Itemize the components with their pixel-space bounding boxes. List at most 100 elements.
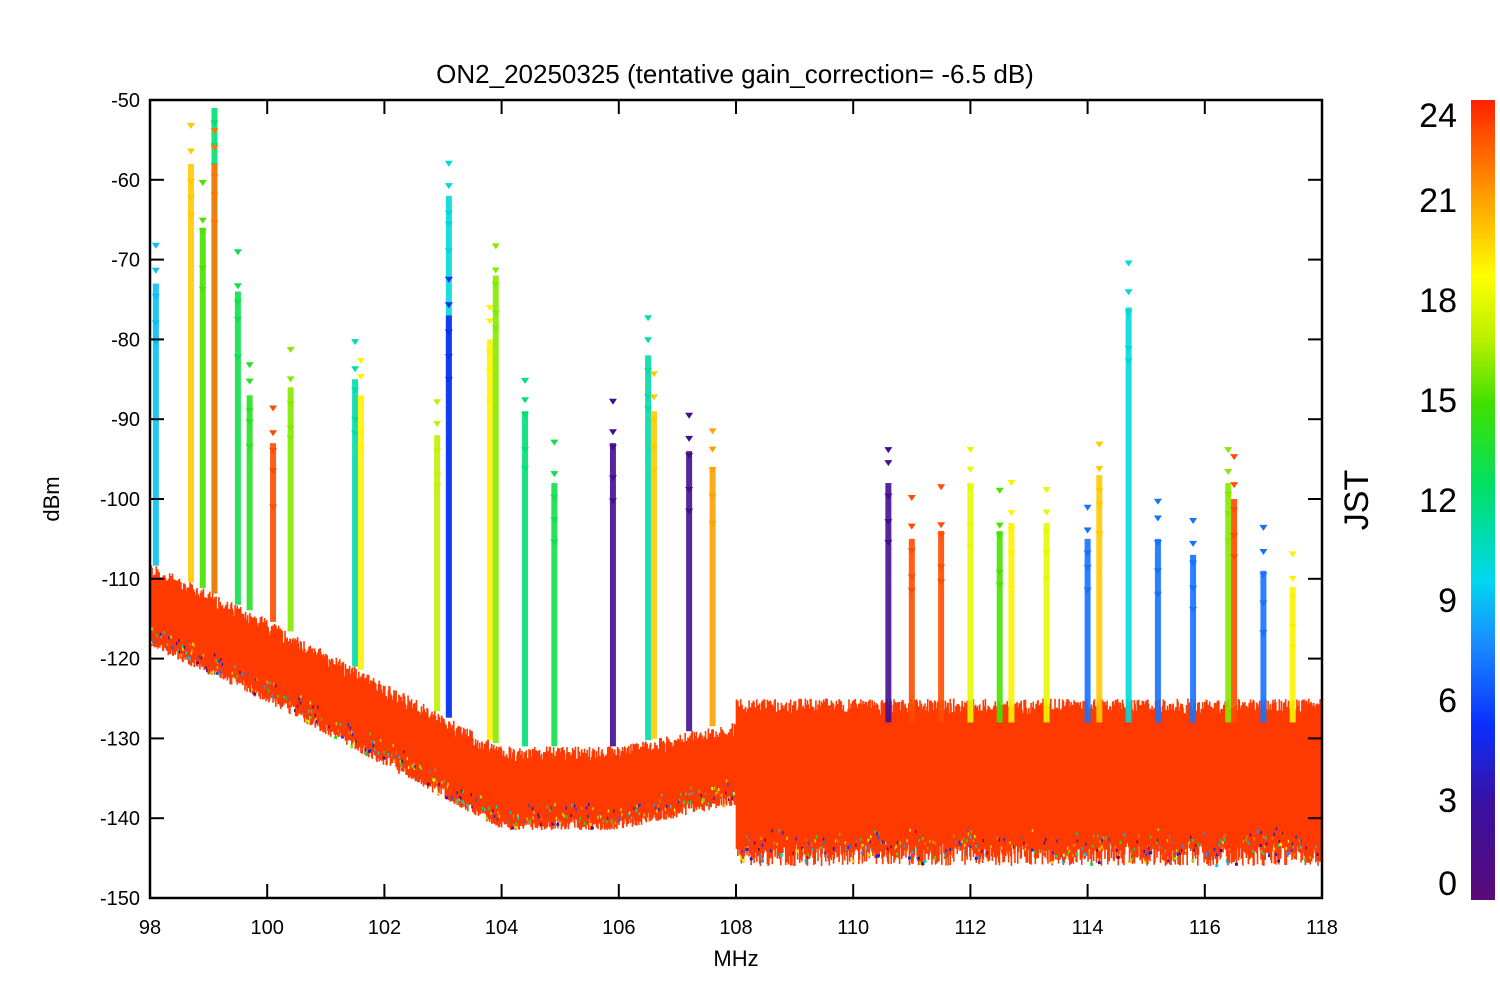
noise-sample xyxy=(860,851,864,855)
peak-column xyxy=(1043,522,1050,723)
peak-column xyxy=(270,443,277,622)
peak-marker xyxy=(356,430,365,437)
noise-sample xyxy=(253,692,257,696)
noise-sample xyxy=(1277,859,1281,863)
peak-marker xyxy=(198,228,207,235)
peak-column xyxy=(246,395,253,611)
peak-marker xyxy=(245,378,254,385)
peak-marker xyxy=(937,484,946,491)
noise-sample xyxy=(334,736,338,740)
peak-marker xyxy=(198,217,207,224)
noise-sample xyxy=(210,671,214,675)
peak-marker xyxy=(907,494,916,501)
peak-marker xyxy=(286,346,295,353)
plot-area xyxy=(150,107,1322,868)
peak-marker xyxy=(937,564,946,571)
peak-marker xyxy=(286,376,295,383)
peak-marker xyxy=(433,399,442,406)
peak-marker xyxy=(187,148,196,155)
peak-marker xyxy=(1083,504,1092,511)
noise-sample xyxy=(1097,861,1101,865)
peak-marker xyxy=(269,448,278,455)
peak-marker xyxy=(356,397,365,404)
peak-marker xyxy=(550,494,559,501)
peak-marker xyxy=(491,310,500,317)
peak-marker xyxy=(210,128,219,135)
peak-marker xyxy=(649,445,658,452)
peak-marker xyxy=(356,446,365,453)
y-axis: -50 -60 -70 -80 -90 -100 -110 -120 -130 -140 -150 xyxy=(100,90,1322,910)
noise-sample xyxy=(1115,848,1119,852)
peak-column xyxy=(1084,538,1091,723)
noise-sample xyxy=(1259,844,1263,848)
peak-marker xyxy=(608,498,617,505)
peak-marker xyxy=(966,466,975,473)
peak-marker xyxy=(1224,469,1233,476)
noise-sample xyxy=(923,859,927,863)
peak-marker xyxy=(884,447,893,454)
peak-column xyxy=(152,283,159,566)
noise-sample xyxy=(758,854,762,858)
peak-marker xyxy=(644,337,653,344)
peak-marker xyxy=(444,376,453,383)
peak-marker xyxy=(995,532,1004,539)
peak-column xyxy=(486,339,493,740)
peak-marker xyxy=(649,416,658,423)
colorbar-label: JST xyxy=(1338,470,1376,530)
peak-marker xyxy=(491,267,500,274)
noise-sample xyxy=(551,822,555,826)
noise-sample xyxy=(1090,862,1094,866)
peak-marker xyxy=(286,401,295,408)
noise-sample xyxy=(1100,845,1104,849)
noise-sample xyxy=(1226,861,1230,865)
peak-marker xyxy=(1095,441,1104,448)
peak-marker xyxy=(608,444,617,451)
peak-column xyxy=(709,467,716,727)
peak-marker xyxy=(1095,501,1104,508)
noise-sample xyxy=(1275,853,1279,857)
peak-marker xyxy=(286,435,295,442)
peak-marker xyxy=(1259,524,1268,531)
colorbar xyxy=(1471,100,1495,900)
peak-marker xyxy=(210,191,219,198)
peak-marker xyxy=(884,539,893,546)
peak-marker xyxy=(286,425,295,432)
noise-band xyxy=(150,565,1322,868)
peak-marker xyxy=(233,299,242,306)
noise-sample xyxy=(820,846,824,850)
peak-marker xyxy=(937,579,946,586)
y-axis-label: dBm xyxy=(39,476,64,521)
peak-marker xyxy=(1224,511,1233,518)
peak-marker xyxy=(966,446,975,453)
noise-sample xyxy=(1316,852,1320,856)
peak-marker xyxy=(444,210,453,217)
peak-column xyxy=(908,538,915,723)
y-tick-label: -60 xyxy=(111,170,140,192)
colorbar-ticks: 0 3 6 9 12 15 18 21 24 xyxy=(1419,97,1457,903)
noise-sample xyxy=(1219,849,1223,853)
noise-sample xyxy=(367,749,371,753)
y-tick-label: -110 xyxy=(101,569,140,591)
peak-marker xyxy=(433,421,442,428)
peak-marker xyxy=(1124,289,1133,296)
peak-marker xyxy=(1189,606,1198,613)
peak-marker xyxy=(685,452,694,459)
peak-marker xyxy=(433,483,442,490)
noise-sample xyxy=(701,800,705,804)
peak-marker xyxy=(1007,551,1016,558)
peak-marker xyxy=(884,493,893,500)
peak-marker xyxy=(608,429,617,436)
noise-sample xyxy=(556,822,560,826)
peak-marker xyxy=(966,484,975,491)
peak-column xyxy=(650,411,657,739)
noise-sample xyxy=(1062,853,1066,857)
noise-sample xyxy=(665,814,669,818)
peak-marker xyxy=(937,532,946,539)
peak-marker xyxy=(433,472,442,479)
peak-marker xyxy=(521,412,530,419)
peak-marker xyxy=(966,522,975,529)
peak-marker xyxy=(644,393,653,400)
noise-sample xyxy=(796,849,800,853)
noise-sample xyxy=(921,862,925,866)
